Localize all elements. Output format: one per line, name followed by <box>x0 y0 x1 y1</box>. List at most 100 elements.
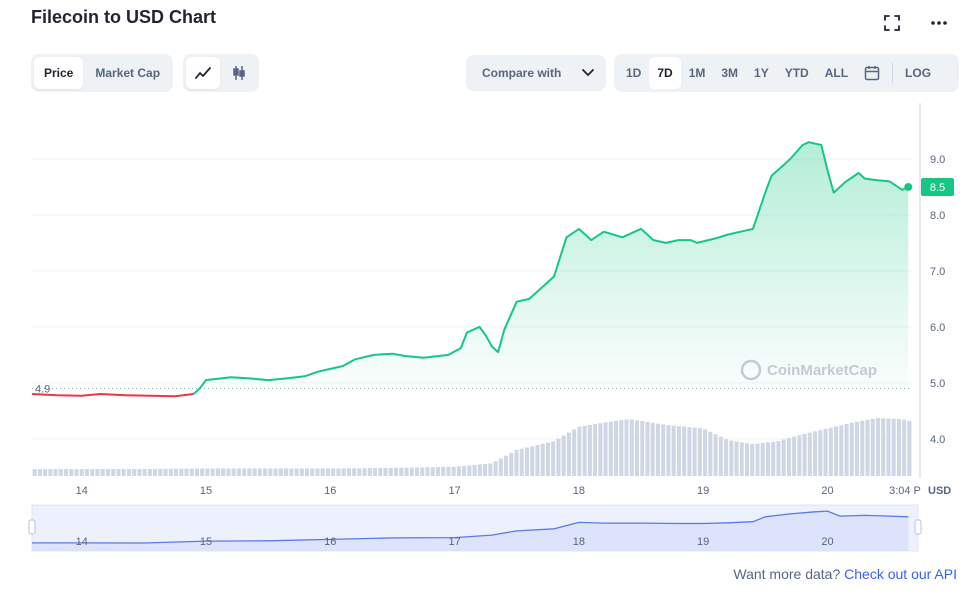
volume-bar <box>519 448 524 476</box>
volume-bar <box>839 425 844 476</box>
volume-bar <box>48 469 53 476</box>
volume-bar <box>200 468 205 476</box>
range-ytd[interactable]: YTD <box>784 66 809 80</box>
currency-label: USD <box>928 485 951 497</box>
volume-bar <box>687 427 692 476</box>
volume-bar <box>760 442 765 476</box>
volume-bar <box>598 423 603 476</box>
volume-bar <box>263 468 268 476</box>
page-title: Filecoin to USD Chart <box>31 7 217 27</box>
range-7d[interactable]: 7D <box>649 57 681 89</box>
volume-bar <box>231 468 236 476</box>
volume-bar <box>215 468 220 476</box>
volume-bar <box>32 469 37 476</box>
volume-bar <box>498 458 503 476</box>
volume-bar <box>509 452 514 476</box>
volume-bar <box>671 425 676 476</box>
volume-bar <box>488 463 493 476</box>
volume-bar <box>205 468 210 476</box>
volume-bar <box>582 425 587 476</box>
log-scale-toggle[interactable]: LOG <box>905 66 932 80</box>
volume-bar <box>179 468 184 476</box>
volume-bar <box>755 443 760 476</box>
volume-bar <box>320 468 325 476</box>
volume-bar <box>126 469 131 476</box>
calendar-icon[interactable] <box>856 57 888 89</box>
volume-bar <box>640 421 645 476</box>
volume-bar <box>823 428 828 476</box>
volume-bar <box>53 469 58 476</box>
navigator-tick-label: 16 <box>324 536 336 548</box>
volume-bar <box>446 466 451 476</box>
volume-bar <box>865 419 870 476</box>
volume-bar <box>153 468 158 476</box>
volume-bar <box>765 442 770 476</box>
volume-bar <box>849 422 854 476</box>
expand-icon[interactable] <box>881 12 903 34</box>
volume-bar <box>797 435 802 476</box>
volume-bar <box>331 468 336 476</box>
volume-bar <box>210 468 215 476</box>
volume-bar <box>257 468 262 476</box>
volume-bar <box>472 464 477 476</box>
volume-bar <box>362 468 367 476</box>
volume-bar <box>373 468 378 476</box>
last-price-dot <box>904 182 913 191</box>
tab-price[interactable]: Price <box>34 57 84 89</box>
range-all[interactable]: ALL <box>824 66 849 80</box>
volume-bar <box>163 468 168 476</box>
volume-bar <box>634 420 640 476</box>
x-tick-label: 14 <box>76 485 88 497</box>
volume-bar <box>603 422 608 476</box>
api-link[interactable]: Check out our API <box>844 566 957 582</box>
y-tick-label: 6.0 <box>930 322 945 334</box>
volume-bar <box>907 420 912 476</box>
volume-bar <box>310 468 315 476</box>
x-end-label: 3:04 P <box>889 485 921 497</box>
volume-bar <box>189 468 194 476</box>
price-area <box>32 142 909 389</box>
range-1y[interactable]: 1Y <box>754 66 769 80</box>
volume-bar <box>724 439 729 476</box>
volume-bar <box>587 424 592 476</box>
volume-bar <box>624 419 629 476</box>
x-tick-label: 16 <box>324 485 336 497</box>
x-tick-label: 19 <box>697 485 709 497</box>
volume-bar <box>147 468 152 476</box>
tab-market-cap[interactable]: Market Cap <box>95 66 161 80</box>
volume-bar <box>399 467 404 476</box>
navigator-tick-label: 18 <box>573 536 585 548</box>
volume-bar <box>703 429 708 476</box>
chevron-down-icon <box>582 69 594 77</box>
candlestick-icon[interactable] <box>222 57 256 89</box>
volume-bar <box>881 418 886 476</box>
navigator-tick-label: 20 <box>821 536 833 548</box>
volume-bar <box>325 468 330 476</box>
last-price-tag <box>921 177 954 196</box>
volume-bar <box>828 427 833 476</box>
volume-bar <box>629 419 634 476</box>
volume-bar <box>430 467 435 476</box>
volume-bar <box>477 464 482 476</box>
line-chart-icon[interactable] <box>186 57 220 89</box>
range-1d[interactable]: 1D <box>626 66 642 80</box>
volume-bar <box>556 438 561 476</box>
volume-bar <box>577 426 582 476</box>
last-price-label: 8.5 <box>930 182 945 194</box>
volume-bar <box>74 469 79 476</box>
range-1m[interactable]: 1M <box>688 66 706 80</box>
compare-with-dropdown[interactable]: Compare with <box>466 55 606 91</box>
volume-bar <box>896 419 901 476</box>
api-promo: Want more data? Check out our API <box>733 566 957 582</box>
volume-bar <box>860 420 865 476</box>
volume-bar <box>37 469 42 476</box>
range-3m[interactable]: 3M <box>721 66 739 80</box>
volume-bar <box>90 469 95 476</box>
volume-bar <box>661 424 666 476</box>
volume-bar <box>346 468 351 476</box>
volume-bar <box>137 469 142 476</box>
y-tick-label: 7.0 <box>930 266 945 278</box>
volume-bar <box>315 468 320 476</box>
more-horizontal-icon[interactable] <box>928 12 950 34</box>
volume-bar <box>514 450 519 476</box>
